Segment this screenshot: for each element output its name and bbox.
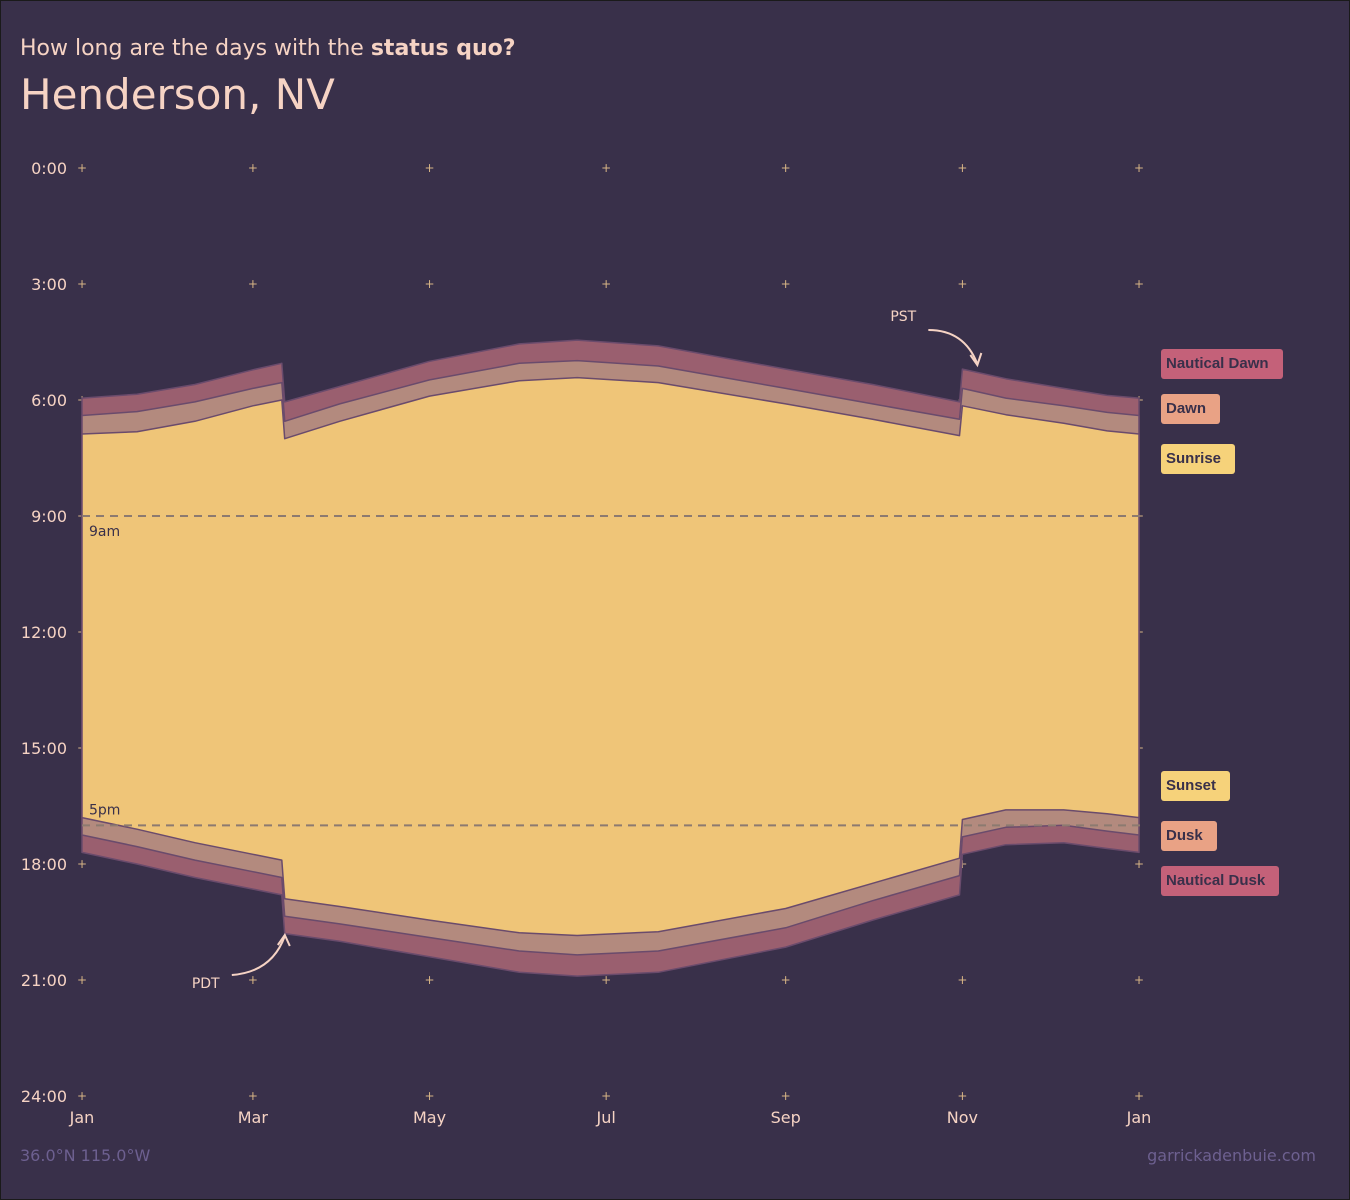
legend-sunset: Sunset [1161, 771, 1231, 801]
chart-subtitle: How long are the days with the status qu… [20, 36, 516, 61]
y-tick-label: 15:00 [21, 739, 67, 758]
grid-tick-mark: + [77, 973, 87, 987]
grid-tick-mark: + [1134, 1089, 1144, 1103]
grid-tick-mark: + [424, 973, 434, 987]
subtitle-emphasis: status quo? [370, 36, 516, 61]
grid-tick-mark: + [1134, 161, 1144, 175]
credit-label: garrickadenbuie.com [1147, 1146, 1316, 1165]
grid-tick-mark: + [77, 277, 87, 291]
x-tick-label: May [413, 1108, 446, 1127]
grid-tick-mark: + [424, 1089, 434, 1103]
x-tick-label: Jan [69, 1108, 95, 1127]
grid-tick-mark: + [248, 1089, 258, 1103]
grid-tick-mark: + [957, 277, 967, 291]
grid-tick-mark: + [781, 277, 791, 291]
grid-tick-mark: + [957, 1089, 967, 1103]
grid-tick-mark: + [77, 857, 87, 871]
x-tick-label: Jan [1126, 1108, 1152, 1127]
y-tick-label: 12:00 [21, 623, 67, 642]
chart-title: Henderson, NV [20, 70, 335, 119]
grid-tick-mark: + [424, 277, 434, 291]
grid-tick-mark: + [1134, 857, 1144, 871]
grid-tick-mark: + [957, 161, 967, 175]
legend-nautical_dawn: Nautical Dawn [1161, 349, 1283, 379]
y-tick-label: 18:00 [21, 855, 67, 874]
grid-tick-mark: + [781, 1089, 791, 1103]
legend-sunrise: Sunrise [1161, 444, 1236, 474]
grid-tick-mark: + [424, 161, 434, 175]
subtitle-prefix: How long are the days with the [20, 36, 371, 61]
grid-tick-mark: + [601, 1089, 611, 1103]
y-tick-label: 0:00 [31, 159, 67, 178]
annotation-pst-arrowhead [969, 352, 983, 368]
y-tick-label: 21:00 [21, 971, 67, 990]
grid-tick-mark: + [957, 973, 967, 987]
coordinates-label: 36.0°N 115.0°W [20, 1146, 151, 1165]
grid-tick-mark: + [248, 277, 258, 291]
legend-dusk: Dusk [1161, 821, 1217, 851]
y-tick-label: 9:00 [31, 507, 67, 526]
y-tick-label: 3:00 [31, 275, 67, 294]
grid-tick-mark: + [781, 161, 791, 175]
grid-tick-mark: + [248, 973, 258, 987]
grid-tick-mark: + [1134, 973, 1144, 987]
annotation-pst-arrow [928, 329, 979, 365]
x-tick-label: Sep [771, 1108, 801, 1127]
reference-line-label: 5pm [89, 802, 120, 818]
grid-tick-mark: + [601, 161, 611, 175]
grid-tick-mark: + [1134, 277, 1144, 291]
annotation-pdt-arrowhead [276, 932, 291, 947]
legend-dawn: Dawn [1161, 394, 1221, 424]
annotation-pst: PST [890, 309, 916, 325]
grid-tick-mark: + [77, 1089, 87, 1103]
x-tick-label: Mar [238, 1108, 269, 1127]
annotation-pdt: PDT [192, 976, 220, 992]
reference-line-label: 9am [89, 524, 120, 540]
grid-tick-mark: + [77, 161, 87, 175]
grid-tick-mark: + [601, 973, 611, 987]
x-tick-label: Nov [947, 1108, 978, 1127]
x-tick-label: Jul [595, 1108, 615, 1127]
y-tick-label: 6:00 [31, 391, 67, 410]
grid-tick-mark: + [248, 161, 258, 175]
legend-nautical_dusk: Nautical Dusk [1161, 866, 1280, 896]
annotation-pdt-arrow [231, 935, 286, 976]
daylight-band [81, 376, 1140, 937]
y-tick-label: 24:00 [21, 1087, 67, 1106]
grid-tick-mark: + [601, 277, 611, 291]
grid-tick-mark: + [781, 973, 791, 987]
